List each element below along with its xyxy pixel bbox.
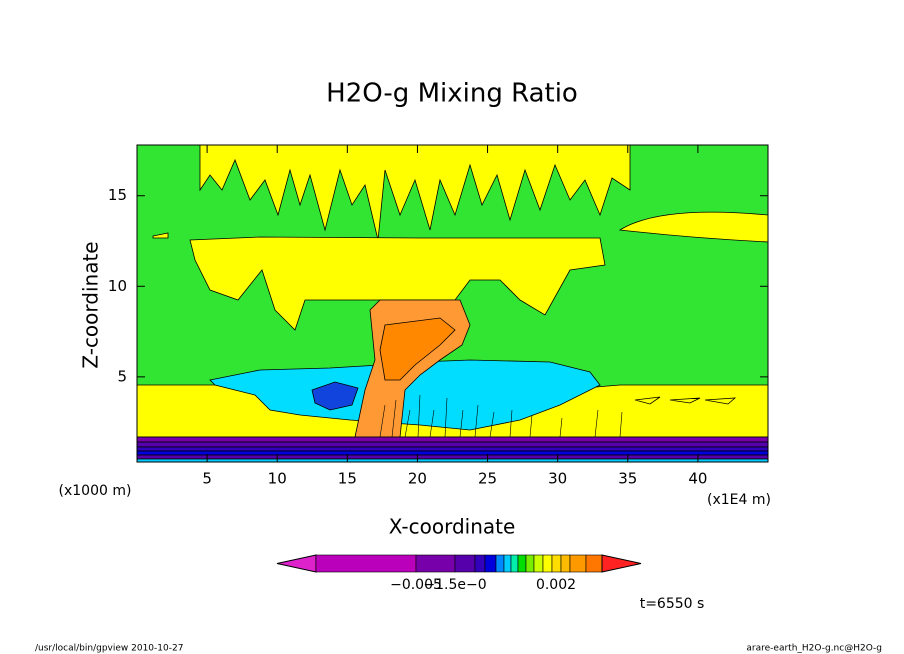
colorbar-swatch bbox=[510, 554, 519, 573]
chart-title: H2O-g Mixing Ratio bbox=[326, 79, 578, 109]
colorbar-swatch bbox=[454, 554, 476, 573]
colorbar-swatch bbox=[517, 554, 527, 573]
colorbar-label: −0.005 bbox=[390, 577, 442, 593]
colorbar: −0.005−1.5e−0 0.002 bbox=[276, 554, 642, 593]
x-scale-note: (x1000 m) bbox=[59, 483, 132, 499]
colorbar-swatch bbox=[484, 554, 497, 573]
x-unit: (x1E4 m) bbox=[707, 492, 771, 508]
time-label: t=6550 s bbox=[640, 596, 705, 612]
colorbar-swatch bbox=[495, 554, 505, 573]
colorbar-end bbox=[601, 554, 642, 573]
y-tick-label: 10 bbox=[108, 277, 127, 295]
y-axis-title: Z-coordinate bbox=[79, 241, 103, 368]
colorbar-label: −1.5e−0 bbox=[423, 577, 486, 593]
colorbar-swatch bbox=[415, 554, 456, 573]
colorbar-swatch bbox=[525, 554, 535, 573]
x-tick-label: 20 bbox=[408, 470, 427, 488]
colorbar-swatch bbox=[585, 554, 603, 573]
colorbar-swatch bbox=[315, 554, 417, 573]
x-tick-label: 5 bbox=[202, 470, 212, 488]
axes: 5 10 15 20 25 30 35 40 5 10 15 bbox=[108, 145, 768, 488]
colorbar-swatch bbox=[474, 554, 486, 573]
x-tick-label: 25 bbox=[478, 470, 497, 488]
colorbar-swatch bbox=[560, 554, 571, 573]
x-tick-label: 35 bbox=[618, 470, 637, 488]
colorbar-label: 0.002 bbox=[536, 577, 576, 593]
colorbar-end bbox=[276, 554, 317, 573]
x-tick-label: 40 bbox=[688, 470, 707, 488]
colorbar-swatch bbox=[533, 554, 544, 573]
colorbar-swatch bbox=[503, 554, 512, 573]
footer-left: /usr/local/bin/gpview 2010-10-27 bbox=[35, 644, 183, 654]
y-tick-label: 5 bbox=[117, 367, 127, 385]
footer-right: arare-earth_H2O-g.nc@H2O-g bbox=[746, 644, 882, 654]
x-axis-title: X-coordinate bbox=[389, 515, 516, 539]
x-tick-label: 30 bbox=[548, 470, 567, 488]
x-tick-label: 15 bbox=[338, 470, 357, 488]
x-tick-label: 10 bbox=[268, 470, 287, 488]
colorbar-swatch bbox=[569, 554, 587, 573]
y-tick-label: 15 bbox=[108, 186, 127, 204]
colorbar-swatch bbox=[551, 554, 562, 573]
contour-field bbox=[136, 144, 769, 463]
colorbar-swatch bbox=[542, 554, 553, 573]
